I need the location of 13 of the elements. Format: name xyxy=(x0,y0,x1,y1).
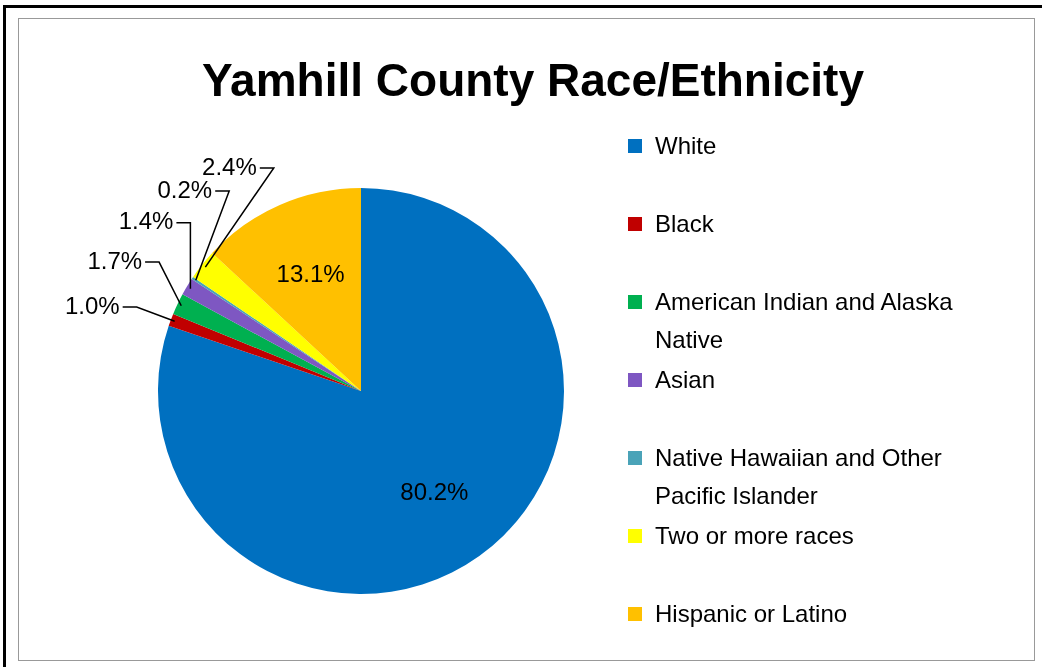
chart-title: Yamhill County Race/Ethnicity xyxy=(200,53,865,108)
data-label: 1.7% xyxy=(87,246,143,274)
legend-label: Two or more races xyxy=(655,521,854,551)
data-label: 13.1% xyxy=(276,260,345,288)
legend-label: White xyxy=(655,131,717,161)
data-label: 80.2% xyxy=(400,477,469,505)
legend-label: Native Hawaiian and Other Pacific Islander xyxy=(655,443,943,511)
legend-label: Black xyxy=(655,209,714,239)
legend-label: Asian xyxy=(655,365,716,395)
legend-label: American Indian and Alaska Native xyxy=(655,287,954,355)
data-label: 1.0% xyxy=(64,291,120,319)
data-label: 1.4% xyxy=(118,207,174,235)
legend-label: Hispanic or Latino xyxy=(655,599,848,629)
